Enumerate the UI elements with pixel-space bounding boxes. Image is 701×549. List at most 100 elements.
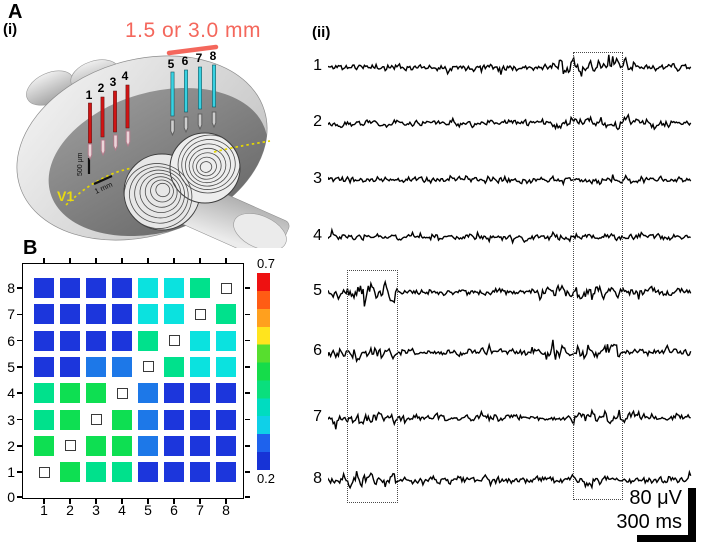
matrix-cell	[138, 330, 158, 351]
colorbar	[257, 273, 270, 470]
brain-diagram: V1 500 μm 1 mm 1 2 3 4 5 6 7 8	[16, 44, 290, 248]
matrix-cell	[216, 304, 236, 325]
matrix-x-axis-label: 3	[92, 502, 100, 518]
matrix-diagonal-marker	[64, 440, 76, 452]
ghost-electrode-tip	[211, 111, 217, 129]
panel-a-sub-label: (i)	[3, 21, 18, 38]
axis-tick	[225, 499, 227, 504]
axis-tick	[225, 257, 227, 263]
axis-tick	[121, 257, 123, 263]
matrix-cell	[86, 330, 106, 351]
axis-tick	[199, 499, 201, 504]
matrix-cell	[60, 304, 80, 325]
axis-tick	[199, 257, 201, 263]
matrix-cell	[164, 278, 184, 298]
matrix-y-axis-label: 4	[7, 385, 15, 402]
ghost-electrode-tip	[170, 119, 175, 137]
matrix-cell	[164, 383, 184, 404]
lfp-trace	[328, 174, 692, 187]
matrix-y-axis-label: 1	[7, 464, 15, 481]
matrix-cell	[86, 383, 106, 404]
electrode-number-2: 2	[98, 81, 105, 95]
matrix-cell	[34, 356, 54, 377]
matrix-x-axis-label: 8	[222, 502, 230, 518]
lobe-contour-ring	[185, 143, 231, 187]
axis-tick	[95, 257, 97, 263]
distance-measure-bar	[166, 44, 219, 56]
matrix-cell	[86, 435, 106, 456]
matrix-cell	[34, 330, 54, 351]
matrix-cell	[112, 435, 132, 456]
axis-tick	[173, 257, 175, 263]
cyan-electrode-array: 5 6 7 8	[168, 49, 217, 117]
lfp-trace-path	[328, 339, 692, 364]
lfp-trace	[328, 339, 692, 364]
matrix-cell	[190, 383, 210, 404]
trace-number-label: 8	[313, 470, 322, 487]
lfp-trace	[328, 279, 692, 307]
matrix-cell	[34, 278, 54, 298]
matrix-x-axis-label: 7	[196, 502, 204, 518]
spacing-scale-bar	[93, 174, 113, 186]
matrix-y-axis-label: 0	[7, 489, 15, 505]
matrix-x-axis-label: 6	[170, 502, 178, 518]
axis-tick	[244, 418, 250, 421]
axis-tick	[16, 496, 22, 498]
matrix-diagonal-marker	[168, 335, 180, 347]
matrix-cell	[216, 383, 236, 404]
electrode-rod-8	[212, 64, 216, 108]
axis-tick	[121, 499, 123, 504]
electrode-rod-3	[113, 90, 117, 133]
lobe-contour-ring	[181, 139, 236, 190]
electrode-number-1: 1	[86, 88, 93, 102]
matrix-cell	[60, 462, 80, 483]
panel-a-label: A	[8, 1, 23, 23]
matrix-cell	[112, 462, 132, 483]
matrix-cell	[34, 304, 54, 325]
matrix-cell	[216, 409, 236, 430]
electrode-rod-6	[184, 69, 188, 113]
matrix-cell	[190, 435, 210, 456]
lfp-trace	[328, 408, 691, 430]
ghost-electrode-tip	[125, 130, 131, 148]
matrix-cell	[138, 383, 158, 404]
matrix-diagonal-marker	[142, 361, 154, 373]
axis-tick	[244, 339, 250, 342]
lfp-trace	[328, 54, 692, 77]
trace-number-label: 2	[313, 113, 322, 130]
axis-tick	[69, 499, 71, 504]
lobe-contours-left	[124, 163, 193, 229]
burst-highlight-box-left	[347, 270, 398, 503]
matrix-cell	[138, 435, 158, 456]
matrix-x-axis-label: 4	[118, 502, 126, 518]
matrix-y-axis-label: 2	[7, 437, 15, 454]
lfp-trace-path	[328, 469, 692, 490]
lobe-contour-ring	[192, 152, 222, 180]
axis-tick	[16, 313, 22, 316]
ghost-electrode-tip	[87, 143, 93, 161]
panel-b-label: B	[23, 237, 38, 259]
matrix-cell	[138, 409, 158, 430]
ghost-electrode-tip	[100, 139, 106, 157]
matrix-cell	[86, 278, 106, 298]
matrix-cell	[138, 462, 158, 483]
trace-number-label: 1	[313, 57, 322, 74]
axis-tick	[16, 445, 22, 447]
correlation-matrix-plot-box	[22, 263, 244, 499]
matrix-diagonal-marker	[38, 466, 50, 478]
brain-stub-endcap	[233, 213, 287, 248]
matrix-cell	[60, 278, 80, 298]
axis-tick	[147, 257, 149, 263]
axis-tick	[244, 366, 250, 368]
axis-tick	[244, 471, 250, 473]
matrix-cell	[190, 330, 210, 351]
lfp-trace	[328, 112, 692, 131]
matrix-cell	[164, 462, 184, 483]
matrix-cell	[138, 304, 158, 325]
axis-tick	[16, 392, 22, 394]
trace-number-label: 6	[313, 342, 322, 359]
lfp-trace-path	[328, 227, 691, 245]
voltage-scale-bar	[688, 488, 696, 542]
ghost-electrode-tip	[183, 116, 189, 134]
ghost-electrode-tip	[113, 134, 118, 152]
